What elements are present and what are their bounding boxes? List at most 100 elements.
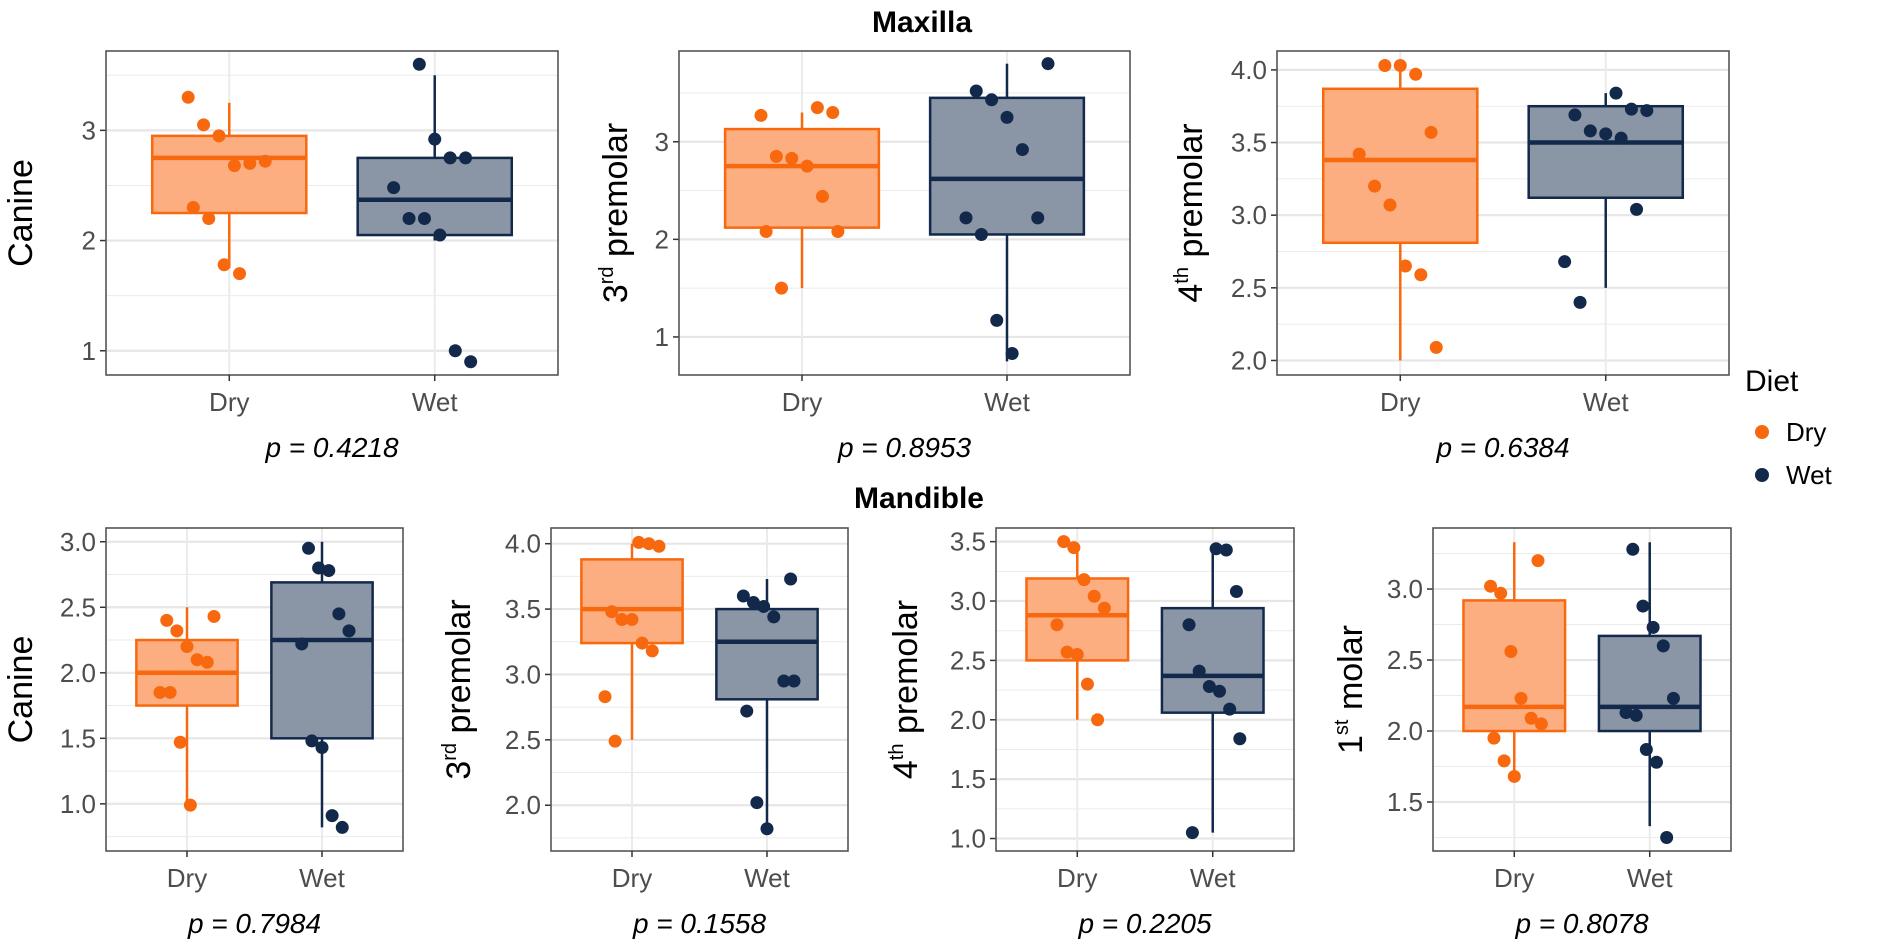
x-tick-label: Wet	[299, 863, 346, 893]
y-axis-label-rest: premolar	[440, 599, 478, 743]
data-point-dry	[754, 108, 768, 122]
data-point-dry	[775, 281, 788, 295]
data-point-dry	[1378, 59, 1392, 73]
x-tick-label: Wet	[1627, 863, 1674, 893]
data-point-wet	[959, 211, 973, 225]
data-point-wet	[1192, 664, 1206, 678]
data-point-dry	[186, 200, 200, 214]
y-tick-label: 3	[655, 127, 669, 157]
data-point-wet	[312, 561, 326, 575]
data-point-wet	[1640, 104, 1654, 118]
data-point-dry	[1424, 125, 1438, 139]
data-point-dry	[163, 685, 177, 699]
y-tick-label: 4.0	[505, 529, 541, 559]
box-wet	[715, 579, 819, 828]
data-point-dry	[1050, 618, 1064, 632]
y-tick-label: 2.5	[1231, 273, 1267, 303]
data-point-dry	[632, 535, 646, 549]
legend-label-wet: Wet	[1786, 460, 1833, 490]
y-tick-label: 2.0	[1387, 716, 1423, 746]
box-dry	[1462, 542, 1567, 778]
title-maxilla: Maxilla	[872, 6, 972, 39]
data-point-dry	[598, 690, 612, 704]
y-tick-label: 3.5	[950, 527, 986, 557]
panel-4: 1.0 1.5 2.0 2.5 3.0 Dry Wet Canine p = 0.7984	[2, 527, 404, 939]
y-axis-label-base: 3	[597, 284, 635, 303]
data-point-dry	[153, 685, 167, 699]
data-point-dry	[217, 258, 231, 272]
data-point-dry	[1383, 198, 1397, 212]
y-tick-label: 2.0	[60, 658, 96, 688]
data-point-dry	[785, 151, 799, 165]
data-point-dry	[1514, 691, 1528, 705]
data-point-dry	[197, 118, 211, 132]
data-point-wet	[302, 541, 315, 555]
data-point-wet	[443, 151, 457, 165]
panel-border	[995, 527, 1295, 852]
data-point-dry	[1070, 647, 1084, 661]
x-tick-label: Wet	[1190, 863, 1237, 893]
y-tick-label: 1.0	[60, 789, 96, 819]
y-tick-label: 2.5	[950, 645, 986, 675]
y-tick-label: 1	[82, 336, 96, 366]
data-point-dry	[243, 156, 257, 170]
data-point-dry	[1067, 541, 1081, 555]
x-tick-label: Wet	[984, 387, 1031, 417]
data-point-dry	[181, 90, 195, 104]
data-point-wet	[412, 57, 426, 71]
data-point-dry	[769, 149, 783, 163]
data-point-wet	[969, 84, 983, 98]
box-dry	[580, 543, 684, 740]
y-tick-label: 3.5	[1231, 128, 1267, 158]
box-iqr	[1025, 577, 1130, 662]
p-value-label: p = 0.8078	[1514, 908, 1649, 939]
data-point-wet	[1185, 826, 1199, 840]
data-point-dry	[1531, 554, 1545, 568]
y-axis-label-rest: premolar	[887, 600, 925, 744]
y-axis-label: 4th premolar	[1171, 123, 1210, 302]
box-iqr	[1462, 599, 1567, 733]
box-dry	[723, 112, 881, 289]
x-tick-label: Dry	[1494, 863, 1534, 893]
data-point-wet	[1558, 255, 1572, 269]
data-point-dry	[212, 129, 226, 143]
data-point-dry	[1409, 67, 1423, 81]
data-point-dry	[1077, 573, 1091, 587]
data-point-wet	[325, 809, 339, 823]
y-axis-label-base: Canine	[2, 636, 40, 744]
y-tick-label: 3.5	[505, 594, 541, 624]
y-axis-label: 4th premolar	[886, 600, 925, 779]
data-point-wet	[747, 596, 760, 610]
data-point-wet	[1619, 706, 1633, 720]
data-point-wet	[985, 93, 999, 107]
y-tick-label: 2.5	[60, 592, 96, 622]
y-tick-label: 1.5	[60, 723, 96, 753]
legend-title: Diet	[1745, 365, 1799, 398]
data-point-dry	[1398, 259, 1412, 273]
p-value-label: p = 0.7984	[187, 908, 321, 939]
panel-border	[1432, 527, 1732, 852]
box-iqr	[1321, 87, 1479, 245]
y-axis-label-sup: rd	[596, 266, 618, 284]
y-tick-label: 1	[655, 322, 669, 352]
data-point-wet	[1624, 102, 1638, 116]
data-point-dry	[1497, 754, 1511, 768]
data-point-wet	[1000, 110, 1014, 124]
data-point-dry	[202, 212, 216, 226]
data-point-wet	[1209, 542, 1223, 556]
data-point-wet	[1639, 742, 1653, 756]
data-point-wet	[1573, 295, 1587, 309]
data-point-dry	[170, 624, 184, 638]
x-tick-label: Dry	[782, 387, 822, 417]
panel-border	[678, 50, 1131, 376]
box-iqr	[150, 134, 308, 215]
data-point-dry	[200, 655, 214, 669]
data-point-dry	[207, 609, 221, 623]
data-point-wet	[322, 564, 336, 578]
data-point-wet	[740, 704, 754, 718]
data-point-dry	[625, 613, 639, 627]
data-point-dry	[1352, 147, 1366, 161]
data-point-wet	[767, 610, 781, 624]
data-point-dry	[831, 225, 845, 239]
